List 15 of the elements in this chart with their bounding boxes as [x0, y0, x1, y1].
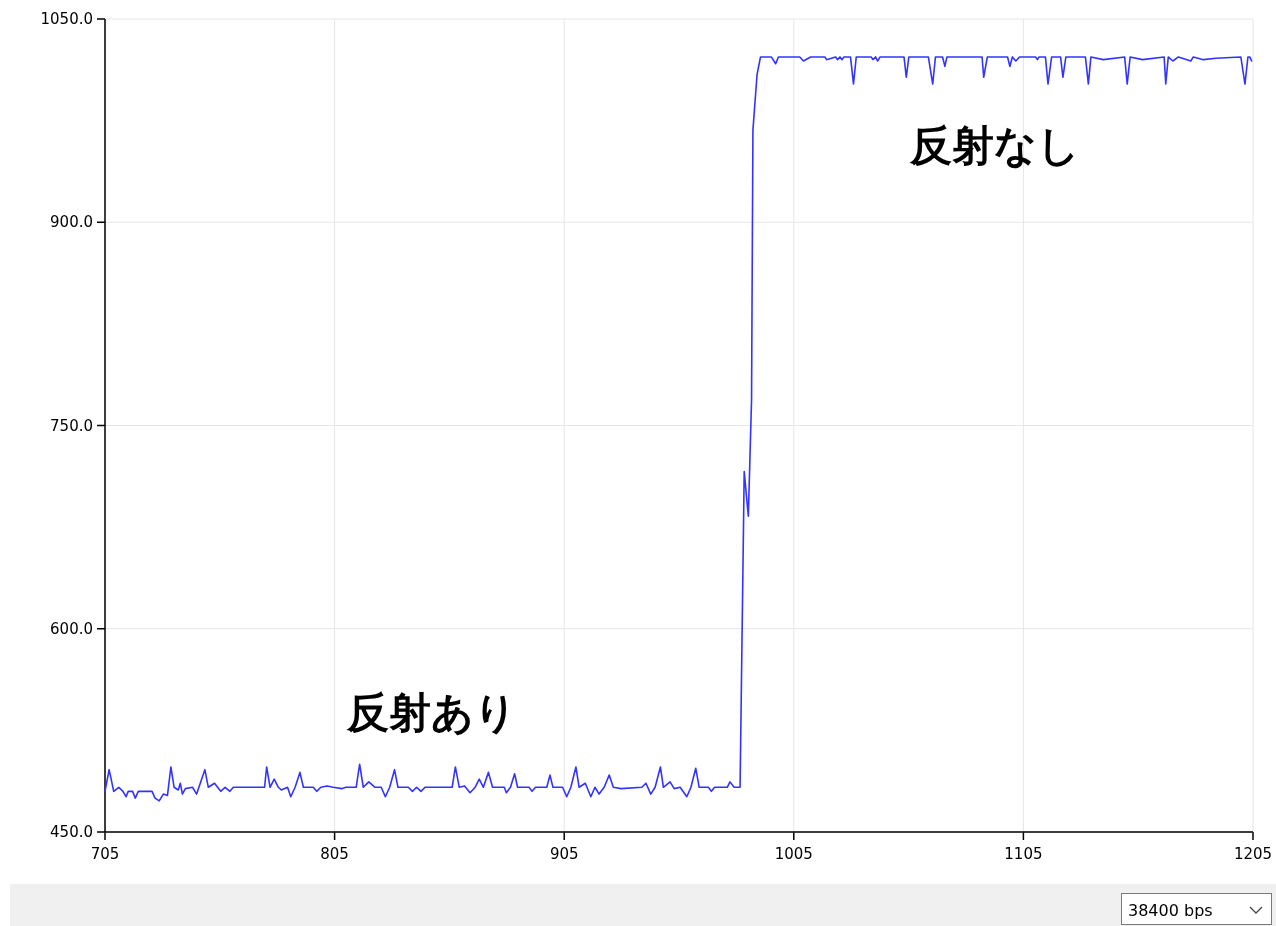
x-tick-label: 1205: [1233, 845, 1273, 863]
x-tick-label: 805: [320, 845, 349, 863]
y-tick-label: 1050.0: [40, 10, 93, 28]
text: 38400 bps: [1128, 901, 1213, 920]
y-tick-label: 450.0: [50, 823, 93, 841]
line-series: [104, 56, 1253, 802]
y-tick-label: 900.0: [50, 213, 93, 232]
x-tick-label: 1105: [1004, 845, 1043, 863]
y-tick-label: 750.0: [50, 416, 93, 435]
x-tick-label: 705: [90, 845, 120, 863]
x-tick-label: 905: [549, 845, 579, 863]
x-tick-label: 1005: [774, 845, 813, 863]
annotation: 反射あり: [346, 688, 517, 737]
annotation: 反射なし: [909, 121, 1080, 170]
y-tick-label: 600.0: [50, 619, 93, 638]
